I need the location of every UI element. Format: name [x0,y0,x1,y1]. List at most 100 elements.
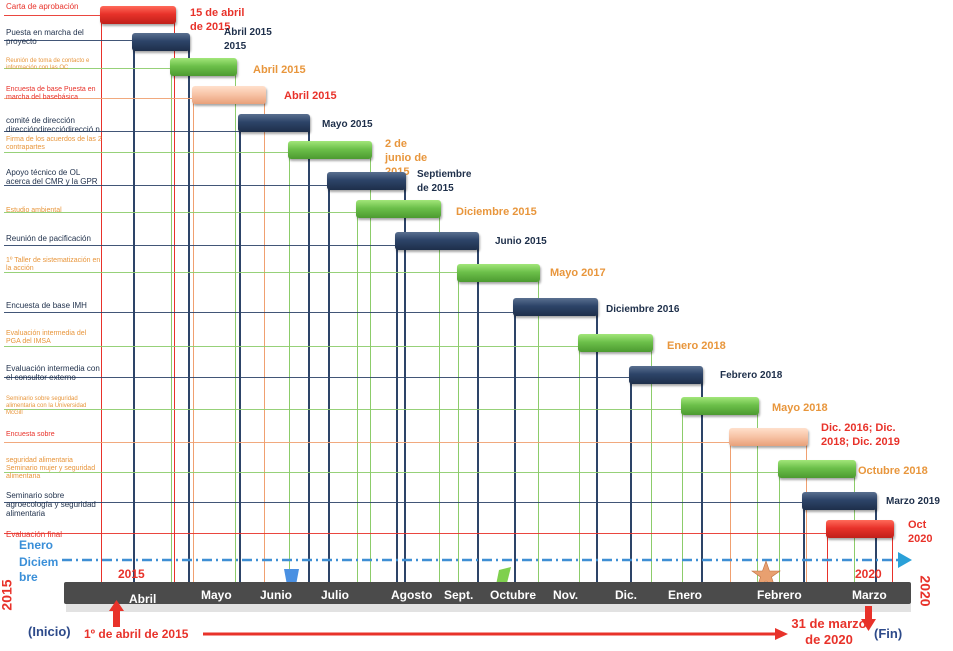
month-tick-label: Julio [321,588,350,602]
task-label: Reunión de toma de contacto e informació… [6,58,90,71]
task-drop-line [682,406,683,582]
axis-end-year: 2020 [917,575,934,607]
task-label: 1º Taller de sistematización en la acció… [6,257,101,272]
task-bar [132,33,190,51]
task-label: Seminario sobre agroecología y seguridad… [6,491,96,518]
task-bar [629,366,703,384]
axis-bar [64,582,911,604]
month-tick-label: Dic. [615,588,638,602]
task-bar [729,428,808,446]
task-drop-line [875,501,877,582]
task-drop-line [264,95,265,582]
task-drop-line [757,406,758,582]
task-drop-line [239,123,241,582]
month-tick-label: Abril [129,592,157,606]
end-arrow-shaft [865,606,872,620]
month-tick-label: Febrero [757,588,802,602]
task-guide-line [4,502,877,503]
task-guide-line [4,272,540,273]
green-marker-icon [496,567,511,585]
task-bar [327,172,406,190]
task-drop-line [892,529,893,582]
task-label: Carta de aprobación [6,2,79,11]
task-bar [513,298,598,316]
task-date: Septiembre de 2015 [417,169,472,194]
blue-marker-icon [284,569,299,585]
month-tick-label: Agosto [391,588,433,602]
task-label: comité de dirección direccióndirecciódir… [6,116,100,134]
task-label: Encuesta de base IMH [6,301,87,310]
start-arrow-icon [109,600,124,611]
task-drop-line [651,343,652,582]
fin-label: (Fin) [874,626,903,641]
task-drop-line [289,150,290,582]
star-icon [751,560,781,588]
task-date: Abril 2015 [253,64,306,76]
task-bar [356,200,441,218]
task-label: Encuesta de base Puesta en marcha del ba… [6,86,96,101]
task-label: Apoyo técnico de OL acerca del CMR y la … [6,168,98,186]
dashdot-arrow-icon [898,552,912,568]
task-guide-line [4,312,598,313]
task-drop-line [193,95,194,582]
task-date: Octubre 2018 [858,465,928,477]
task-label: Evaluación intermedia del PGA del IMSA [6,330,87,345]
task-drop-line [514,307,516,582]
task-guide-line [4,212,441,213]
task-guide-line [4,15,176,16]
task-label: seguridad alimentaria Seminario mujer y … [6,457,96,480]
task-drop-line [596,307,598,582]
task-label: Encuesta sobre [6,431,55,438]
end-date-label: 31 de marzo de 2020 [791,616,867,647]
task-label: Evaluación final [6,530,63,539]
task-bar [238,114,310,132]
task-guide-line [4,185,406,186]
legend-diciembre: Diciem bre [19,555,59,584]
task-date: Enero 2018 [667,340,726,352]
task-bar [100,6,176,24]
start-date-label: 1º de abril de 2015 [84,627,189,641]
task-guide-line [4,377,703,378]
task-drop-line [579,343,580,582]
task-bar [170,58,237,76]
task-guide-line [4,245,479,246]
task-bar [192,86,266,104]
task-label: Evaluación intermedia con el consultor e… [6,364,100,382]
task-label: Firma de los acuerdos de las 2 contrapar… [6,136,102,151]
task-drop-line [439,209,440,582]
task-drop-line [308,123,310,582]
task-date: Mayo 2015 [322,119,373,130]
task-drop-line [477,241,479,582]
inner-start-year: 2015 [118,567,145,581]
axis-start-year: 2015 [0,579,15,611]
task-guide-line [4,40,190,41]
legend-enero: Enero [19,538,54,552]
task-bar [826,520,894,538]
task-label: Seminario sobre seguridad alimentaria co… [6,396,87,416]
task-drop-line [458,273,459,582]
task-date: Diciembre 2015 [456,206,537,218]
task-date: Dic. 2016; Dic. 2018; Dic. 2019 [821,422,900,448]
task-guide-line [4,472,856,473]
month-tick-label: Sept. [444,588,474,602]
task-bar [778,460,856,478]
month-tick-label: Mayo [201,588,232,602]
task-guide-line [4,98,266,99]
month-tick-label: Junio [260,588,292,602]
task-bar [578,334,653,352]
task-guide-line [4,409,759,410]
task-label: Reunión de pacificación [6,234,91,243]
task-guide-line [4,533,894,534]
task-bar [288,141,372,159]
month-tick-label: Octubre [490,588,537,602]
task-guide-line [4,131,310,132]
task-date: Mayo 2018 [772,402,828,414]
task-drop-line [827,529,828,582]
task-drop-line [101,15,102,582]
task-bar [395,232,479,250]
task-drop-line [803,501,805,582]
task-date: Oct 2020 [908,519,933,545]
month-tick-label: Nov. [553,588,579,602]
